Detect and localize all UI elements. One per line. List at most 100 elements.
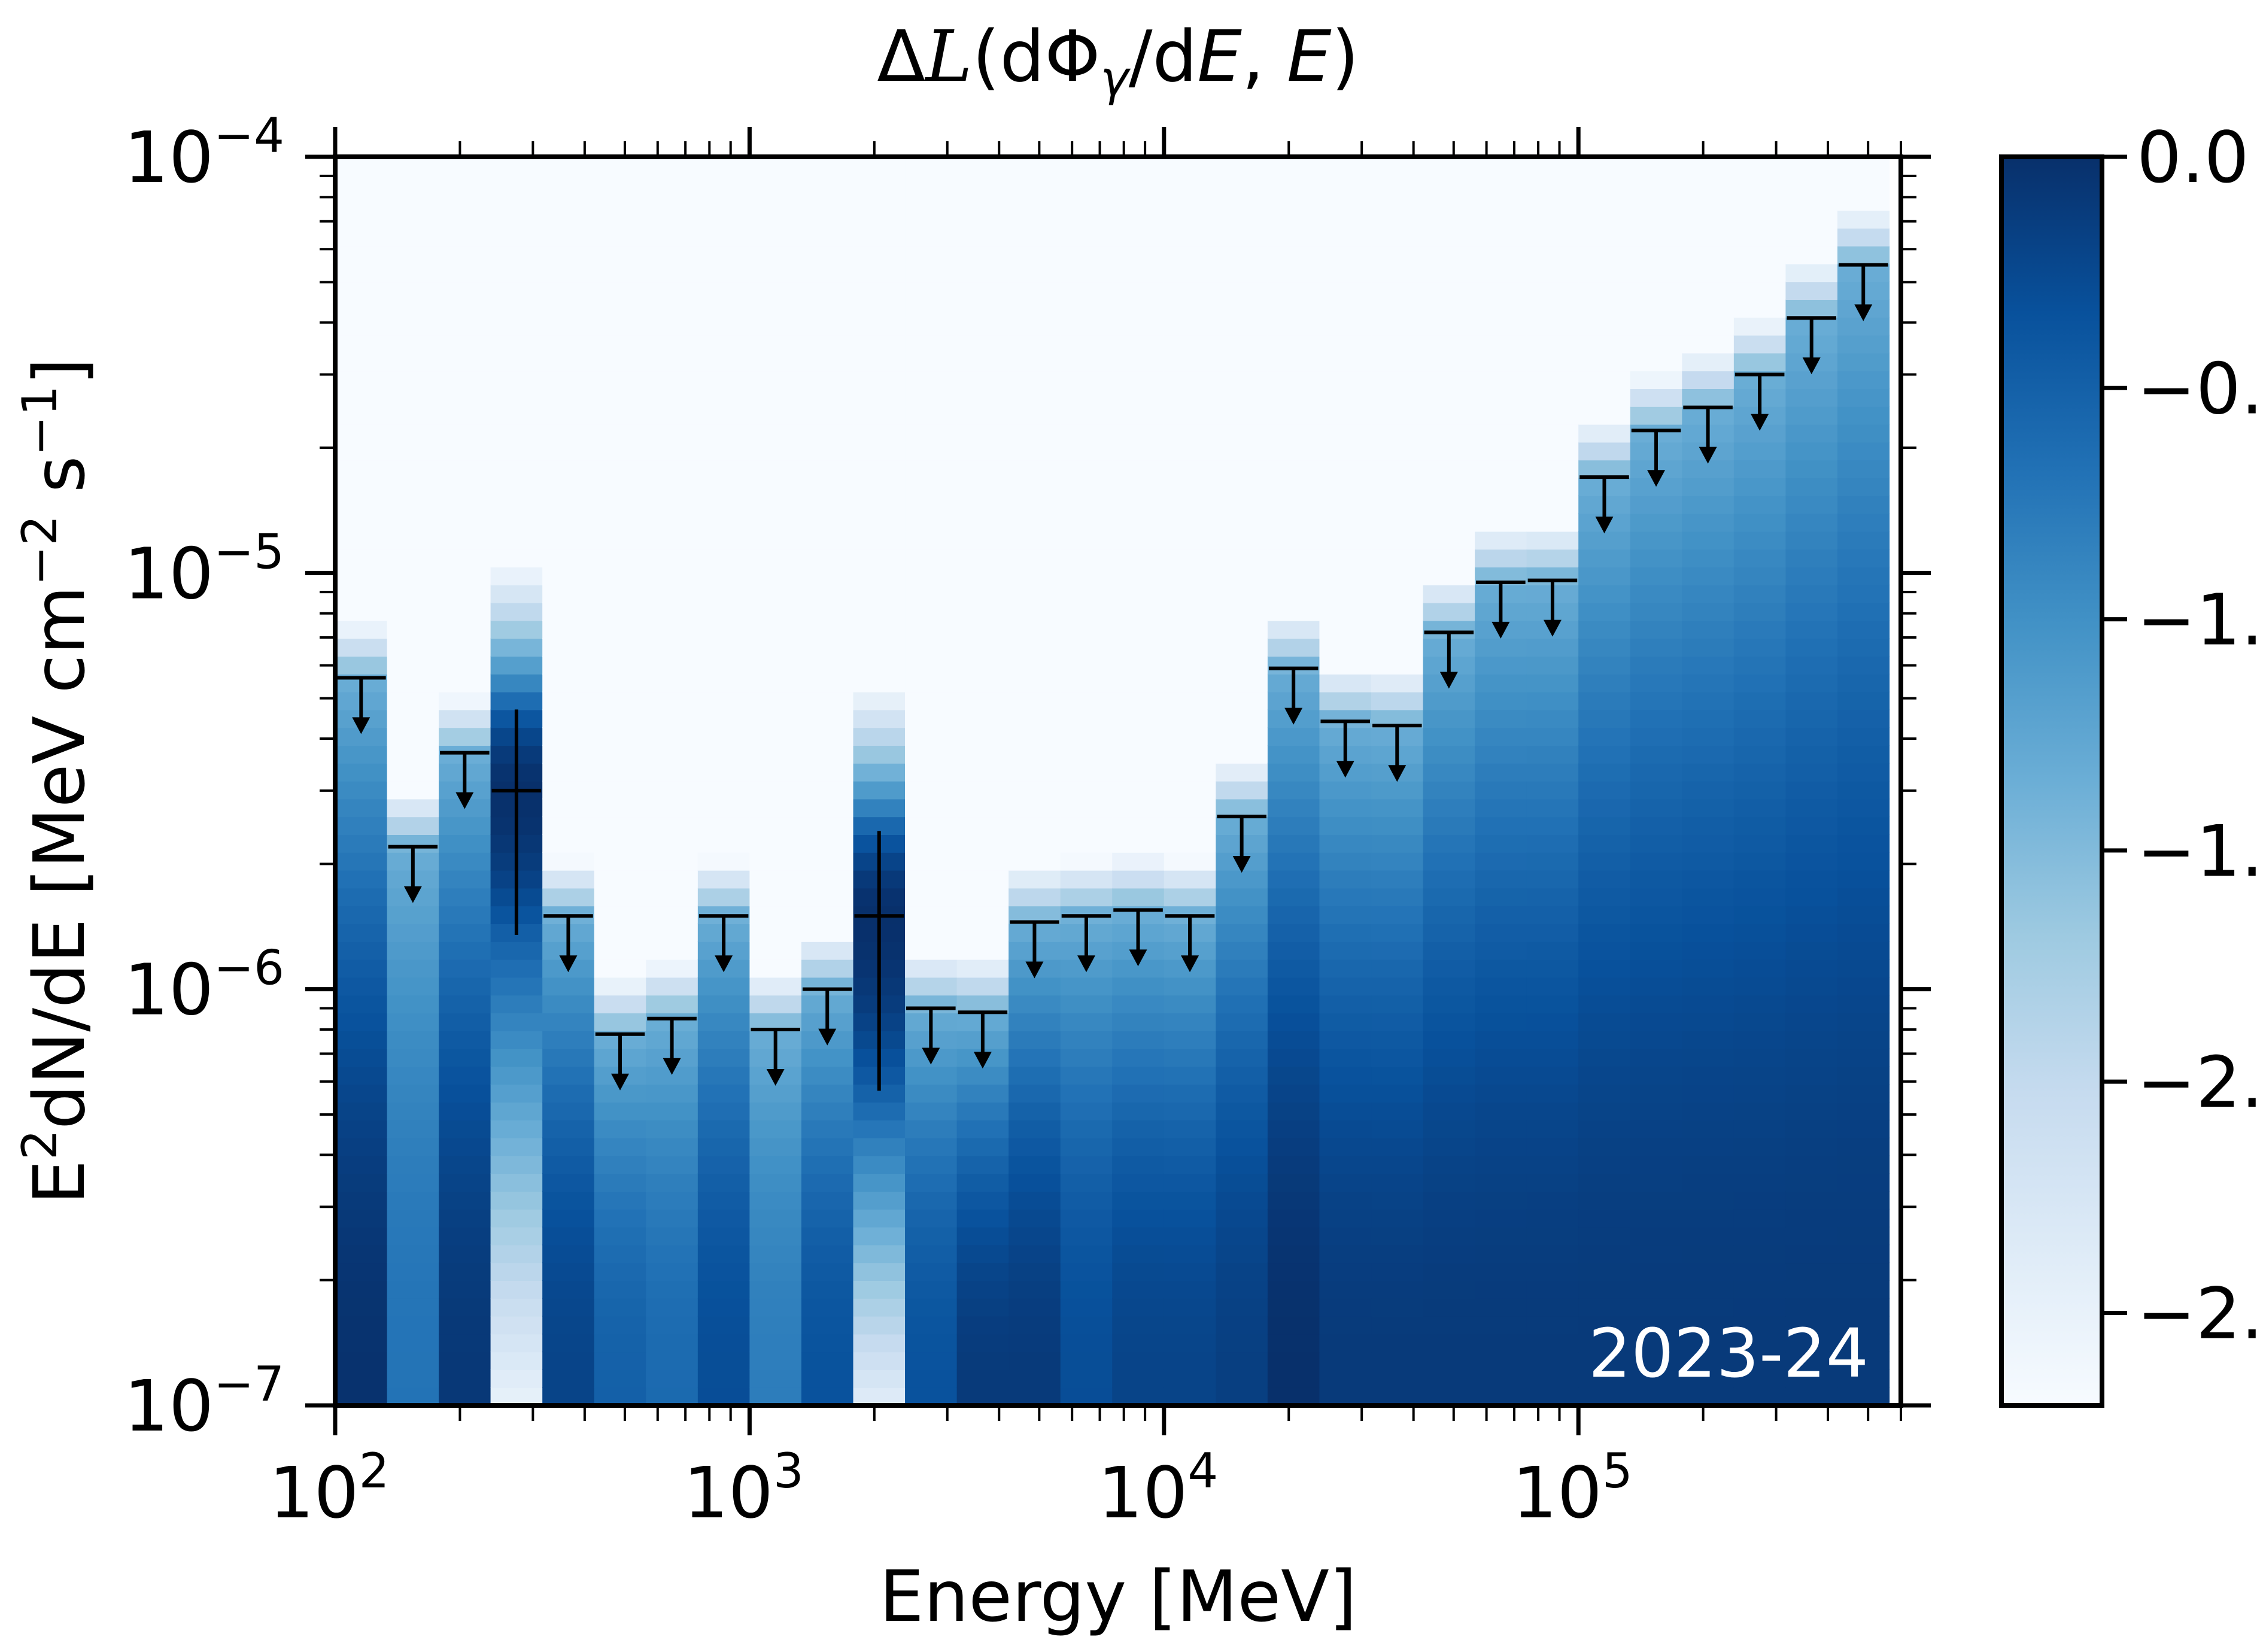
heatmap-cell	[1009, 709, 1061, 728]
heatmap-cell	[801, 1369, 854, 1388]
heatmap-cell	[1060, 299, 1113, 318]
heatmap-cell	[801, 495, 854, 514]
heatmap-cell	[387, 263, 439, 283]
heatmap-cell	[1733, 655, 1787, 675]
heatmap-cell	[594, 245, 646, 265]
heatmap-cell	[439, 834, 491, 853]
heatmap-cell	[1060, 477, 1113, 496]
heatmap-cell	[1164, 1030, 1216, 1049]
heatmap-cell	[335, 584, 388, 603]
heatmap-cell	[1578, 1101, 1631, 1120]
heatmap-cell	[905, 870, 958, 889]
upper-limit-marker	[1217, 815, 1266, 873]
heatmap-cell	[1009, 995, 1061, 1013]
y-tick-base: 10	[124, 532, 214, 615]
heatmap-cell	[1319, 388, 1372, 407]
heatmap-cell	[1423, 1352, 1475, 1370]
heatmap-cell	[1630, 763, 1682, 782]
heatmap-cell	[335, 1316, 388, 1335]
heatmap-cell	[956, 1316, 1009, 1335]
heatmap-cell	[853, 442, 906, 461]
heatmap-cell	[1837, 870, 1890, 889]
heatmap-cell	[1164, 299, 1216, 318]
heatmap-cell	[1216, 923, 1268, 942]
heatmap-cell	[594, 941, 646, 960]
heatmap-cell	[853, 263, 906, 283]
heatmap-cell	[439, 906, 491, 924]
heatmap-cell	[594, 834, 646, 853]
heatmap-cell	[1060, 1191, 1113, 1210]
heatmap-cell	[1682, 227, 1735, 247]
heatmap-cell	[1319, 263, 1372, 283]
heatmap-cell	[697, 388, 751, 407]
heatmap-cell	[1526, 1119, 1579, 1138]
heatmap-cell	[1371, 1280, 1424, 1299]
heatmap-cell	[1733, 1012, 1787, 1031]
heatmap-cell	[1578, 1012, 1631, 1031]
heatmap-cell	[749, 263, 802, 283]
heatmap-cell	[1630, 655, 1682, 675]
heatmap-cell	[1009, 460, 1061, 478]
heatmap-cell	[335, 852, 388, 871]
heatmap-cell	[697, 531, 751, 550]
heatmap-cell	[439, 1173, 491, 1192]
heatmap-cell	[1267, 1084, 1320, 1103]
heatmap-cell	[697, 209, 751, 229]
heatmap-cell	[1112, 245, 1165, 265]
heatmap-column	[1733, 157, 1787, 1405]
heatmap-cell	[542, 549, 595, 567]
heatmap-cell	[1837, 549, 1890, 567]
heatmap-cell	[1733, 584, 1787, 603]
heatmap-cell	[1164, 1369, 1216, 1388]
heatmap-cell	[1475, 798, 1527, 818]
heatmap-cell	[1371, 1208, 1424, 1228]
heatmap-cell	[646, 209, 698, 229]
heatmap-cell	[697, 192, 751, 211]
heatmap-cell	[594, 977, 646, 996]
heatmap-cell	[387, 1298, 439, 1317]
heatmap-cell	[542, 245, 595, 265]
heatmap-cell	[1733, 174, 1787, 193]
heatmap-cell	[1526, 1262, 1579, 1281]
heatmap-cell	[1837, 245, 1890, 265]
heatmap-cell	[542, 1316, 595, 1335]
title-var2: E	[1287, 15, 1332, 98]
heatmap-cell	[439, 1137, 491, 1156]
heatmap-cell	[1682, 959, 1735, 978]
heatmap-cell	[646, 1334, 698, 1353]
heatmap-cell	[1733, 727, 1787, 746]
heatmap-cell	[594, 1191, 646, 1210]
heatmap-cell	[1475, 460, 1527, 478]
heatmap-cell	[1423, 941, 1475, 960]
heatmap-cell	[801, 1173, 854, 1192]
heatmap-cell	[1112, 602, 1165, 621]
heatmap-cell	[335, 1119, 388, 1138]
heatmap-cell	[1475, 263, 1527, 283]
heatmap-cell	[1267, 227, 1320, 247]
heatmap-cell	[1319, 1137, 1372, 1156]
heatmap-cell	[1526, 852, 1579, 871]
heatmap-cell	[542, 1191, 595, 1210]
heatmap-cell	[1371, 192, 1424, 211]
heatmap-cell	[749, 727, 802, 746]
heatmap-cell	[1060, 655, 1113, 675]
heatmap-cell	[1578, 1137, 1631, 1156]
heatmap-cell	[1785, 977, 1838, 996]
heatmap-cell	[387, 959, 439, 978]
upper-limit-marker	[1527, 578, 1578, 637]
heatmap-cell	[439, 1012, 491, 1031]
heatmap-cell	[1630, 995, 1682, 1013]
heatmap-cell	[1526, 977, 1579, 996]
x-tick-base: 10	[684, 1451, 773, 1534]
upper-limit-arrowhead	[1284, 707, 1303, 725]
heatmap-cell	[1733, 299, 1787, 318]
heatmap-cell	[1267, 852, 1320, 871]
heatmap-cell	[1526, 406, 1579, 425]
heatmap-cell	[439, 1119, 491, 1138]
heatmap-cell	[1112, 1030, 1165, 1049]
heatmap-cell	[801, 1155, 854, 1174]
heatmap-cell	[1112, 299, 1165, 318]
heatmap-cell	[1009, 781, 1061, 800]
heatmap-cell	[697, 1298, 751, 1317]
heatmap-cell	[646, 1316, 698, 1335]
